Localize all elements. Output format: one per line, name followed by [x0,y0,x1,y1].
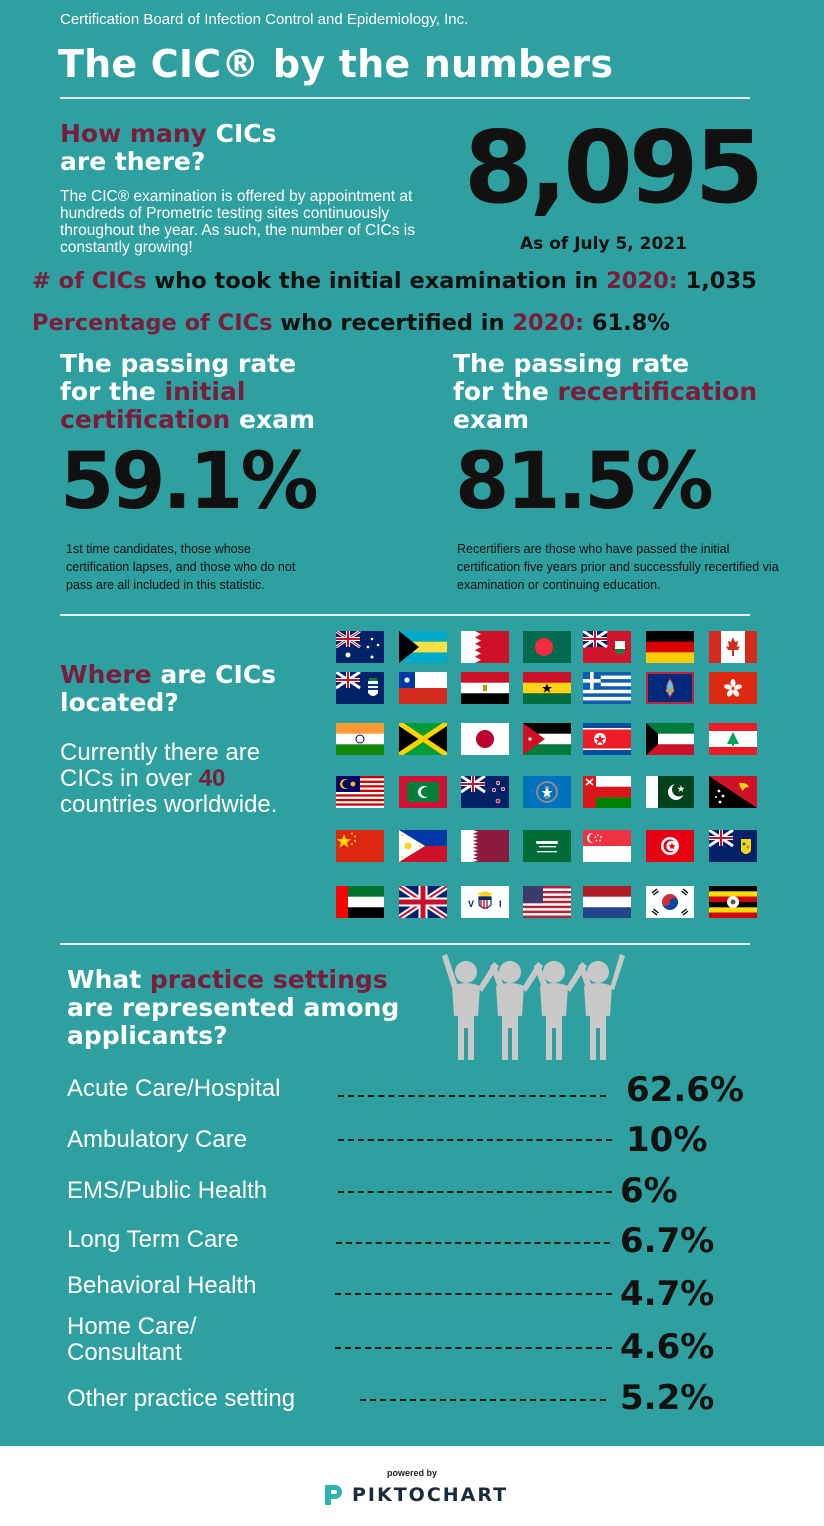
flag-north-korea-icon [583,723,631,755]
initial-exam-stat: # of CICs who took the initial examinati… [32,268,757,294]
flag-cayman-islands-icon [336,672,384,704]
divider [60,614,750,616]
flag-bahamas-icon [399,631,447,663]
initial-pass-heading: The passing rate for the initial certifi… [60,349,316,434]
practice-setting-label: Acute Care/Hospital [67,1075,281,1102]
practice-setting-value: 6% [620,1171,678,1211]
flag-saudi-arabia-icon [523,830,571,862]
footer: powered by PIKTOCHART [0,1446,824,1526]
dotted-leader-line [335,1347,612,1349]
flag-oman-icon [583,776,631,808]
piktochart-logo[interactable]: PIKTOCHART [322,1482,508,1508]
piktochart-icon [325,1485,342,1505]
brand-name: PIKTOCHART [352,1484,509,1506]
practice-setting-value: 62.6% [626,1070,744,1110]
how-many-body: The CIC® examination is offered by appoi… [60,188,415,256]
flag-south-korea-icon [646,886,694,918]
flag-united-kingdom-icon [399,886,447,918]
practice-setting-value: 5.2% [620,1378,715,1418]
flag-india-icon [336,723,384,755]
flag-philippines-icon [399,830,447,862]
dotted-leader-line [360,1399,606,1401]
flag-guam-icon [646,672,694,704]
page-title: The CIC® by the numbers [58,42,614,86]
divider [60,943,750,945]
practice-setting-label: EMS/Public Health [67,1177,268,1204]
practice-setting-label: Home Care/ Consultant [67,1313,197,1366]
practice-setting-value: 4.6% [620,1327,715,1367]
flag-canada-icon [709,631,757,663]
practice-setting-label: Behavioral Health [67,1272,257,1299]
dotted-leader-line [338,1191,612,1193]
flag-jamaica-icon [399,723,447,755]
flag-northern-mariana-islands-icon [523,776,571,808]
flag-china-icon [336,830,384,862]
flag-singapore-icon [583,830,631,862]
dotted-leader-line [338,1095,606,1097]
flag-uganda-icon [709,886,757,918]
how-many-heading: How many CICs are there? [60,119,277,176]
where-body: Currently there are CICs in over 40 coun… [60,739,278,818]
flag-australia-icon [336,631,384,663]
infographic-canvas: Certification Board of Infection Control… [0,0,824,1446]
initial-pass-note: 1st time candidates, those whose certifi… [66,542,296,592]
flag-japan-icon [461,723,509,755]
practice-setting-label: Ambulatory Care [67,1126,248,1153]
recert-pass-note: Recertifiers are those who have passed t… [457,542,779,592]
flag-new-zealand-icon [461,776,509,808]
flag-bangladesh-icon [523,631,571,663]
flag-papua-new-guinea-icon [709,776,757,808]
dotted-leader-line [338,1139,612,1141]
flag-pakistan-icon [646,776,694,808]
recert-pass-heading: The passing rate for the recertification… [453,349,758,434]
flag-egypt-icon [461,672,509,704]
recert-pass-rate: 81.5% [455,437,714,527]
flag-bahrain-icon [461,631,509,663]
flag-malaysia-icon [336,776,384,808]
practice-setting-value: 6.7% [620,1221,715,1261]
flag-netherlands-icon [583,886,631,918]
recertified-stat: Percentage of CICs who recertified in 20… [32,310,670,336]
flag-hong-kong-icon [709,672,757,704]
dotted-leader-line [336,1242,610,1244]
as-of-date: As of July 5, 2021 [520,234,687,254]
divider [60,97,750,99]
flag-turks-and-caicos-icon [709,830,757,862]
initial-pass-rate: 59.1% [60,437,319,527]
practice-setting-label: Long Term Care [67,1226,239,1253]
flag-chile-icon [399,672,447,704]
where-heading: Where are CICs located? [60,660,277,717]
flag-jordan-icon [523,723,571,755]
practice-heading: What practice settings are represented a… [67,965,400,1050]
flag-uae-icon [336,886,384,918]
flag-ghana-icon [523,672,571,704]
organization-name: Certification Board of Infection Control… [60,11,469,28]
flag-qatar-icon [461,830,509,862]
flag-lebanon-icon [709,723,757,755]
practice-setting-value: 4.7% [620,1274,715,1314]
powered-by-label: powered by [386,1468,437,1478]
svg-text:V: V [468,899,474,909]
cic-count: 8,095 [463,109,764,226]
flag-germany-icon [646,631,694,663]
flag-greece-icon [583,672,631,704]
practice-setting-label: Other practice setting [67,1385,296,1412]
svg-text:I: I [499,899,502,909]
dotted-leader-line [335,1293,612,1295]
flag-kuwait-icon [646,723,694,755]
people-group-icon [438,948,628,1067]
flag-bermuda-icon [583,631,631,663]
flag-tunisia-icon [646,830,694,862]
flag-united-states-icon [523,886,571,918]
flag-maldives-icon [399,776,447,808]
practice-setting-value: 10% [626,1120,708,1160]
